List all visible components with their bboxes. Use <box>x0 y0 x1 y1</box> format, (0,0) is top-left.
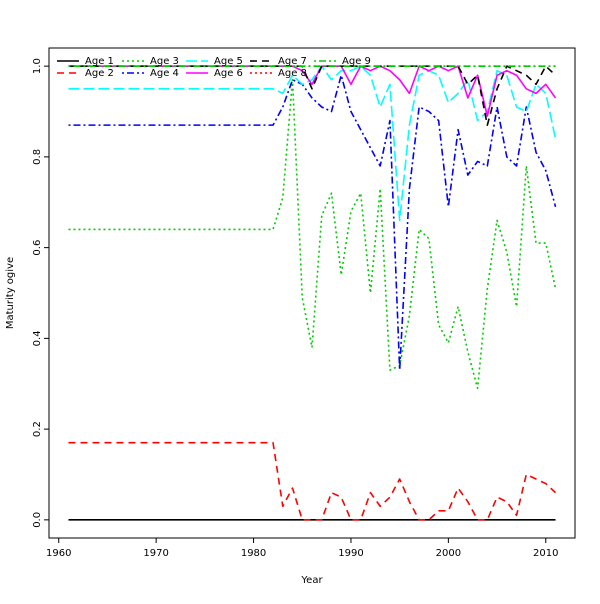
legend-item: Age 8 <box>250 68 307 79</box>
legend-label: Age 3 <box>150 56 179 67</box>
y-tick-label: 0.0 <box>32 512 43 528</box>
y-axis-label: Maturity ogive <box>5 257 16 329</box>
series-line-age-4 <box>68 74 557 371</box>
legend-label: Age 6 <box>214 68 243 79</box>
legend-label: Age 9 <box>342 56 371 67</box>
x-tick-label: 1980 <box>241 548 266 559</box>
x-tick-label: 2010 <box>533 548 558 559</box>
legend-item: Age 1 <box>57 56 114 67</box>
series-lines <box>68 65 557 521</box>
x-tick-label: 1960 <box>46 548 71 559</box>
legend-item: Age 7 <box>250 56 307 67</box>
legend-item: Age 3 <box>122 56 179 67</box>
legend-item: Age 4 <box>122 68 179 79</box>
x-tick-label: 1990 <box>338 548 363 559</box>
legend-label: Age 7 <box>278 56 307 67</box>
x-tick-label: 2000 <box>436 548 461 559</box>
y-tick-label: 0.2 <box>32 421 43 437</box>
y-axis: 0.0 0.2 0.4 0.6 0.8 1.0 <box>32 58 50 528</box>
y-tick-label: 0.6 <box>32 240 43 256</box>
legend-item: Age 5 <box>186 56 243 67</box>
legend-label: Age 8 <box>278 68 307 79</box>
legend-item: Age 2 <box>57 68 114 79</box>
legend-item: Age 9 <box>314 56 371 67</box>
x-axis: 1960 1970 1980 1990 2000 2010 <box>46 537 559 559</box>
legend-label: Age 2 <box>85 68 114 79</box>
y-tick-label: 0.4 <box>32 330 43 346</box>
series-line-age-5 <box>68 65 557 222</box>
legend-item: Age 6 <box>186 68 243 79</box>
legend-label: Age 1 <box>85 56 114 67</box>
legend-label: Age 5 <box>214 56 243 67</box>
legend-label: Age 4 <box>150 68 179 79</box>
x-tick-label: 1970 <box>143 548 168 559</box>
series-line-age-7 <box>68 65 557 126</box>
series-line-age-3 <box>68 78 557 390</box>
y-tick-label: 0.8 <box>32 149 43 165</box>
y-tick-label: 1.0 <box>32 58 43 74</box>
x-axis-label: Year <box>300 575 323 586</box>
series-line-age-2 <box>68 441 557 521</box>
